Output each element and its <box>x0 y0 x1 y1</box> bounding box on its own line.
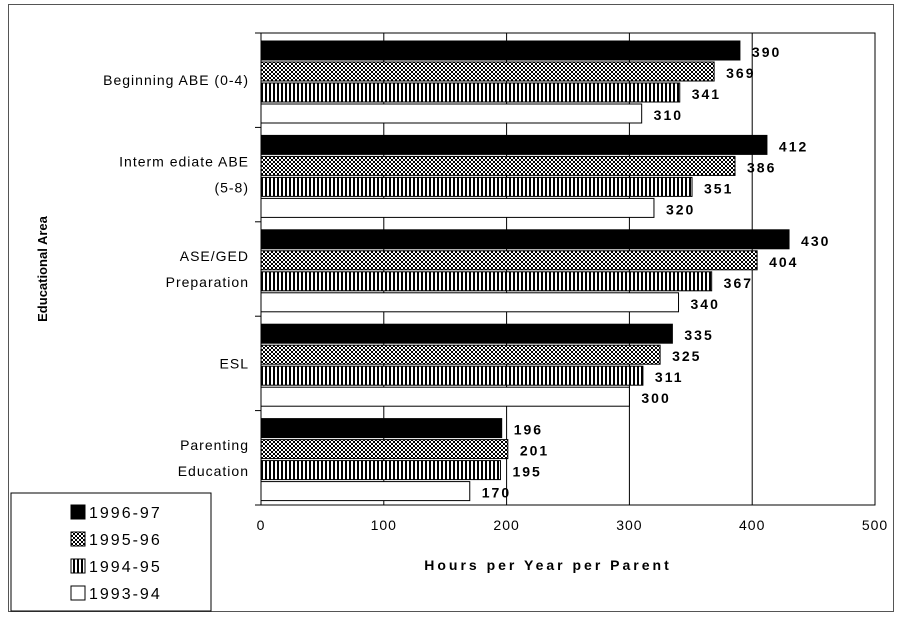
bar-1993-94-3 <box>260 386 630 407</box>
bar-value-label: 311 <box>655 369 684 385</box>
axis-layer <box>255 32 261 506</box>
bars-layer <box>260 40 790 502</box>
labels-layer: 0 100 200 300 400 500 390 369 341 310 Beginning AB… <box>35 44 888 573</box>
bar-value-label: 390 <box>752 44 781 60</box>
bar-value-label: 351 <box>704 180 733 196</box>
chart-frame: 0 100 200 300 400 500 390 369 341 310 Beginning AB… <box>8 4 894 612</box>
bar-value-label: 170 <box>482 485 511 501</box>
legend-label: 1994-95 <box>89 559 162 576</box>
x-tick-label: 400 <box>739 517 765 533</box>
legend-label: 1996-97 <box>89 505 162 522</box>
bar-value-label: 367 <box>724 275 753 291</box>
legend-label: 1993-94 <box>89 586 162 603</box>
bar-value-label: 340 <box>691 296 720 312</box>
category-label: ASE/GED <box>180 248 249 264</box>
bar-value-label: 341 <box>692 86 721 102</box>
bar-1996-97-0 <box>260 40 741 61</box>
bar-value-label: 196 <box>514 422 543 438</box>
bar-value-label: 386 <box>747 159 776 175</box>
bar-value-label: 369 <box>726 65 755 81</box>
category-label: Interm ediate ABE <box>119 154 249 170</box>
bar-1995-96-3 <box>260 344 661 365</box>
y-axis-title: Educational Area <box>35 215 50 321</box>
bar-value-label: 310 <box>654 107 683 123</box>
bar-chart: 0 100 200 300 400 500 390 369 341 310 Beginning AB… <box>10 32 888 612</box>
legend-swatch-1993-94 <box>70 585 86 601</box>
bar-1996-97-2 <box>260 229 790 250</box>
bar-1994-95-2 <box>260 271 713 292</box>
legend-box <box>10 492 212 612</box>
bar-value-label: 201 <box>520 443 549 459</box>
x-tick-label: 0 <box>257 517 266 533</box>
bar-1995-96-0 <box>260 61 715 82</box>
bar-1993-94-2 <box>260 292 680 313</box>
bar-value-label: 404 <box>769 254 798 270</box>
legend-swatch-1995-96 <box>70 531 86 547</box>
bar-1993-94-1 <box>260 197 655 218</box>
category-label: Beginning ABE (0-4) <box>103 72 249 88</box>
bar-1994-95-0 <box>260 82 681 103</box>
legend-label: 1995-96 <box>89 532 162 549</box>
bar-value-label: 335 <box>684 327 713 343</box>
category-label: ESL <box>220 355 249 371</box>
bar-1994-95-4 <box>260 460 501 481</box>
category-label: Education <box>178 463 249 479</box>
bar-value-label: 320 <box>666 201 695 217</box>
bar-1993-94-4 <box>260 481 471 502</box>
bar-1994-95-1 <box>260 176 693 197</box>
x-tick-label: 300 <box>616 517 642 533</box>
x-tick-label: 100 <box>371 517 397 533</box>
bar-1993-94-0 <box>260 103 643 124</box>
bar-value-label: 412 <box>779 138 808 154</box>
bar-1996-97-4 <box>260 418 503 439</box>
bar-value-label: 325 <box>672 348 701 364</box>
bar-1996-97-1 <box>260 134 768 155</box>
bar-value-label: 195 <box>512 464 541 480</box>
legend-swatch-1994-95 <box>70 558 86 574</box>
bar-1994-95-3 <box>260 365 644 386</box>
category-label: (5-8) <box>214 180 249 196</box>
bar-value-label: 430 <box>801 233 830 249</box>
bar-1995-96-1 <box>260 155 736 176</box>
category-label: Parenting <box>180 437 249 453</box>
category-label: Preparation <box>166 274 249 290</box>
x-tick-label: 500 <box>862 517 888 533</box>
bar-1995-96-4 <box>260 439 509 460</box>
bar-value-label: 300 <box>641 390 670 406</box>
x-tick-label: 200 <box>493 517 519 533</box>
x-axis-title: Hours per Year per Parent <box>424 557 671 573</box>
legend-swatch-1996-97 <box>70 504 86 520</box>
legend: 1996-97 1995-96 1994-95 1993-94 <box>10 492 212 612</box>
bar-1996-97-3 <box>260 323 673 344</box>
bar-1995-96-2 <box>260 250 758 271</box>
